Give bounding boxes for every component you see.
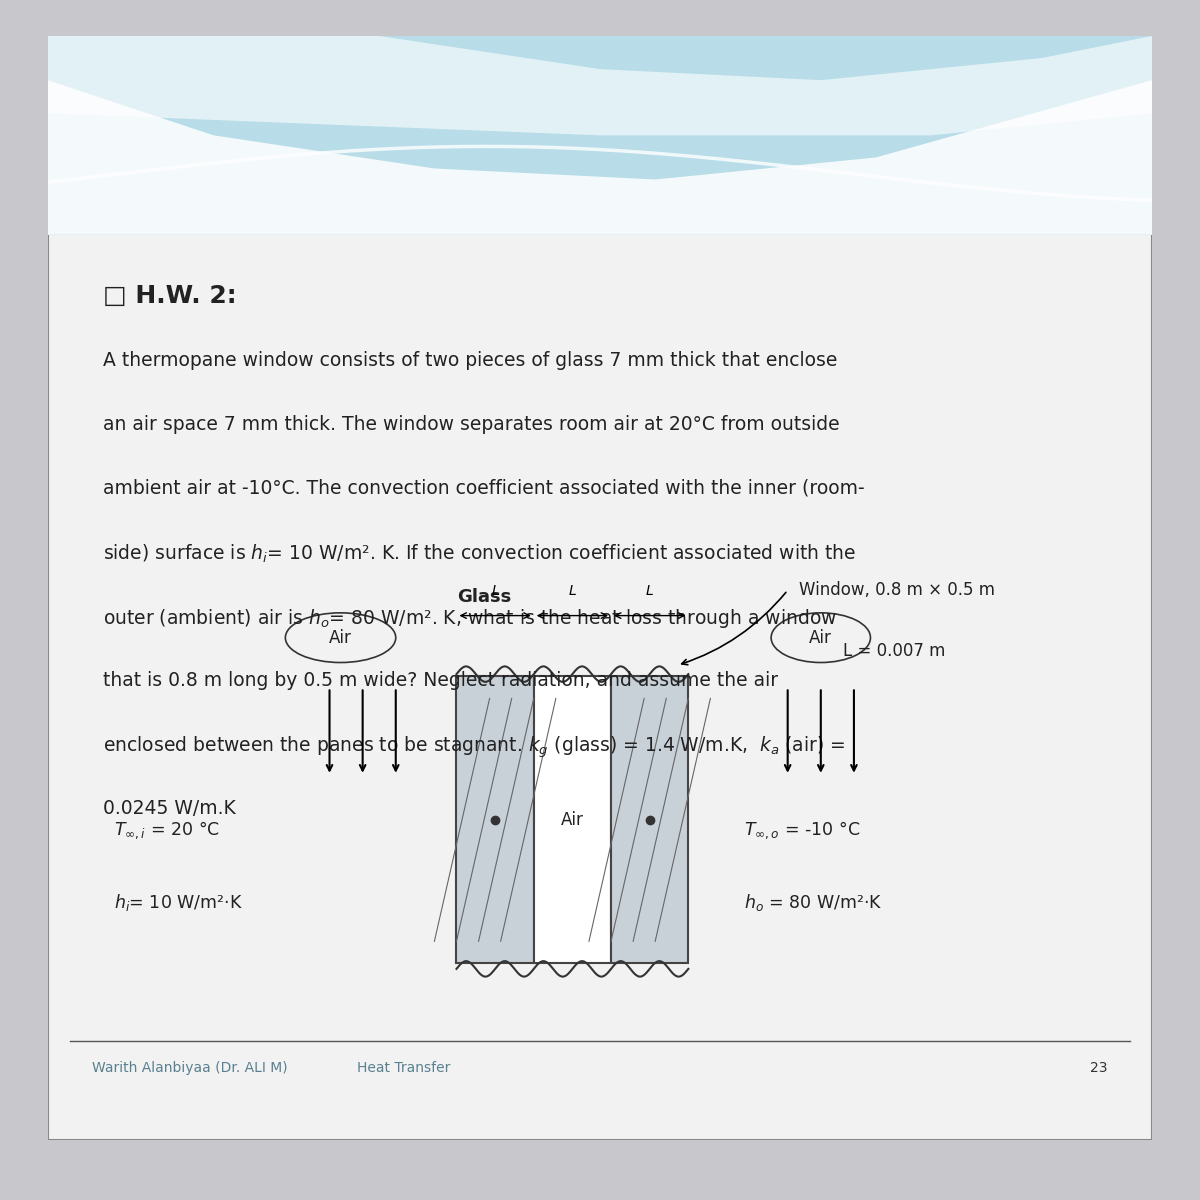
Text: $T_{\infty,i}$ = 20 °C: $T_{\infty,i}$ = 20 °C (114, 820, 221, 841)
Polygon shape (48, 80, 1152, 235)
Text: 23: 23 (1091, 1061, 1108, 1075)
Text: Glass: Glass (457, 588, 511, 606)
FancyBboxPatch shape (456, 677, 534, 964)
Text: Air: Air (329, 629, 352, 647)
Text: that is 0.8 m long by 0.5 m wide? Neglect radiation, and assume the air: that is 0.8 m long by 0.5 m wide? Neglec… (103, 671, 779, 690)
Text: outer (ambient) air is $h_o$= 80 W/m². K, what is the heat loss through a window: outer (ambient) air is $h_o$= 80 W/m². K… (103, 607, 838, 630)
Text: Warith Alanbiyaa (Dr. ALI M): Warith Alanbiyaa (Dr. ALI M) (92, 1061, 288, 1075)
Text: ambient air at -10°C. The convection coefficient associated with the inner (room: ambient air at -10°C. The convection coe… (103, 479, 865, 498)
Text: $T_{\infty,o}$ = -10 °C: $T_{\infty,o}$ = -10 °C (744, 820, 860, 841)
Text: Air: Air (809, 629, 833, 647)
Text: $h_o$ = 80 W/m²·K: $h_o$ = 80 W/m²·K (744, 892, 882, 912)
Text: A thermopane window consists of two pieces of glass 7 mm thick that enclose: A thermopane window consists of two piec… (103, 350, 838, 370)
Text: Heat Transfer: Heat Transfer (358, 1061, 450, 1075)
Text: side) surface is $h_i$= 10 W/m². K. If the convection coefficient associated wit: side) surface is $h_i$= 10 W/m². K. If t… (103, 542, 857, 565)
Text: $h_i$= 10 W/m²·K: $h_i$= 10 W/m²·K (114, 892, 244, 912)
FancyBboxPatch shape (48, 36, 1152, 1140)
Text: 0.0245 W/m.K: 0.0245 W/m.K (103, 799, 236, 818)
Text: L: L (491, 584, 499, 598)
Text: □ H.W. 2:: □ H.W. 2: (103, 284, 236, 308)
FancyBboxPatch shape (48, 36, 1152, 235)
Text: enclosed between the panes to be stagnant. $k_g$ (glass) = 1.4 W/m.K,  $k_a$ (ai: enclosed between the panes to be stagnan… (103, 734, 846, 761)
FancyBboxPatch shape (534, 677, 611, 964)
FancyBboxPatch shape (611, 677, 689, 964)
Text: Air: Air (560, 811, 584, 829)
Polygon shape (48, 36, 1152, 136)
Text: an air space 7 mm thick. The window separates room air at 20°C from outside: an air space 7 mm thick. The window sepa… (103, 415, 840, 433)
Text: L: L (646, 584, 654, 598)
Text: Window, 0.8 m × 0.5 m: Window, 0.8 m × 0.5 m (799, 581, 995, 599)
Text: L: L (569, 584, 576, 598)
Text: L = 0.007 m: L = 0.007 m (842, 642, 946, 660)
